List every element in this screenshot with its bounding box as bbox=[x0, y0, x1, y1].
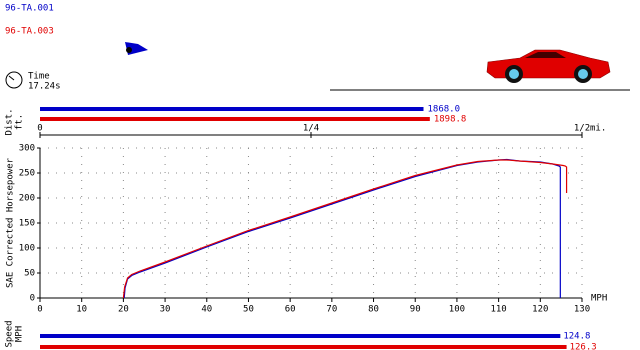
x-tick-label: 130 bbox=[574, 305, 590, 315]
y-tick-label: 100 bbox=[19, 244, 35, 254]
x-tick-label: 80 bbox=[368, 305, 379, 315]
distance-axis-unit: mi. bbox=[590, 124, 606, 134]
y-tick-label: 200 bbox=[19, 194, 35, 204]
x-tick-label: 100 bbox=[449, 305, 465, 315]
x-tick-label: 40 bbox=[201, 305, 212, 315]
y-axis-label: SAE Corrected Horsepower bbox=[6, 157, 16, 288]
x-tick-label: 20 bbox=[118, 305, 129, 315]
y-tick-label: 150 bbox=[19, 219, 35, 229]
x-tick-label: 120 bbox=[532, 305, 548, 315]
x-tick-label: 50 bbox=[243, 305, 254, 315]
speed-bar bbox=[40, 345, 567, 349]
clock-icon bbox=[5, 71, 23, 89]
hp-curve bbox=[123, 158, 561, 299]
speed-bar bbox=[40, 334, 561, 338]
speed-value: 124.8 bbox=[563, 332, 590, 342]
x-tick-label: 70 bbox=[326, 305, 337, 315]
y-tick-label: 50 bbox=[24, 269, 35, 279]
distance-bar bbox=[40, 117, 430, 121]
speed-label: Speed bbox=[5, 320, 15, 347]
hp-curve bbox=[122, 159, 568, 299]
red-car-icon bbox=[486, 49, 611, 83]
y-tick-label: 300 bbox=[19, 144, 35, 154]
run-name: 96-TA.001 bbox=[5, 4, 54, 14]
x-axis-label: MPH bbox=[591, 294, 607, 304]
speed-value: 126.3 bbox=[570, 343, 597, 350]
x-tick-label: 10 bbox=[76, 305, 87, 315]
blue-car-icon bbox=[125, 42, 148, 55]
time-value: 17.24s bbox=[28, 82, 61, 92]
y-tick-label: 0 bbox=[30, 294, 35, 304]
run-name: 96-TA.003 bbox=[5, 27, 54, 37]
y-tick-label: 250 bbox=[19, 169, 35, 179]
x-tick-label: 90 bbox=[410, 305, 421, 315]
distance-tick-label: 1/2 bbox=[574, 124, 590, 134]
x-tick-label: 0 bbox=[37, 305, 42, 315]
distance-value: 1868.0 bbox=[428, 105, 461, 115]
distance-tick-label: 0 bbox=[37, 124, 42, 134]
x-tick-label: 60 bbox=[285, 305, 296, 315]
distance-label: Dist. bbox=[5, 108, 15, 135]
distance-unit: ft. bbox=[15, 114, 25, 130]
time-label: Time bbox=[28, 72, 50, 82]
x-tick-label: 30 bbox=[160, 305, 171, 315]
x-tick-label: 110 bbox=[490, 305, 506, 315]
distance-value: 1898.8 bbox=[434, 115, 467, 125]
speed-unit: MPH bbox=[15, 326, 25, 342]
distance-tick-label: 1/4 bbox=[303, 124, 319, 134]
distance-bar bbox=[40, 107, 424, 111]
